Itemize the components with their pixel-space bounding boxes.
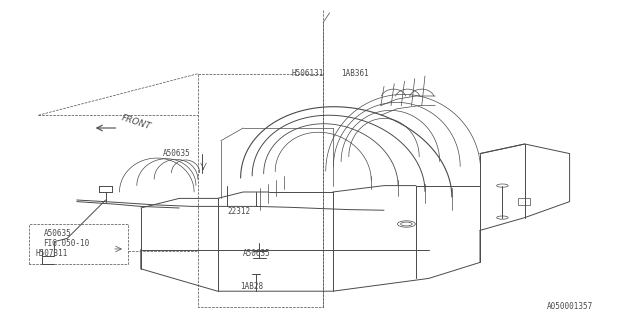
Text: 1AB28: 1AB28: [240, 282, 263, 291]
Text: FRONT: FRONT: [120, 113, 152, 131]
Text: FIG.050-10: FIG.050-10: [44, 239, 90, 248]
Text: H507311: H507311: [35, 249, 68, 258]
Text: 22312: 22312: [227, 207, 250, 216]
Text: A050001357: A050001357: [547, 302, 593, 311]
Text: 1AB361: 1AB361: [341, 69, 369, 78]
Text: H506131: H506131: [291, 69, 324, 78]
Text: A50635: A50635: [44, 229, 71, 238]
Text: A50635: A50635: [243, 249, 271, 258]
Bar: [518, 198, 530, 205]
Text: A50635: A50635: [163, 149, 191, 158]
